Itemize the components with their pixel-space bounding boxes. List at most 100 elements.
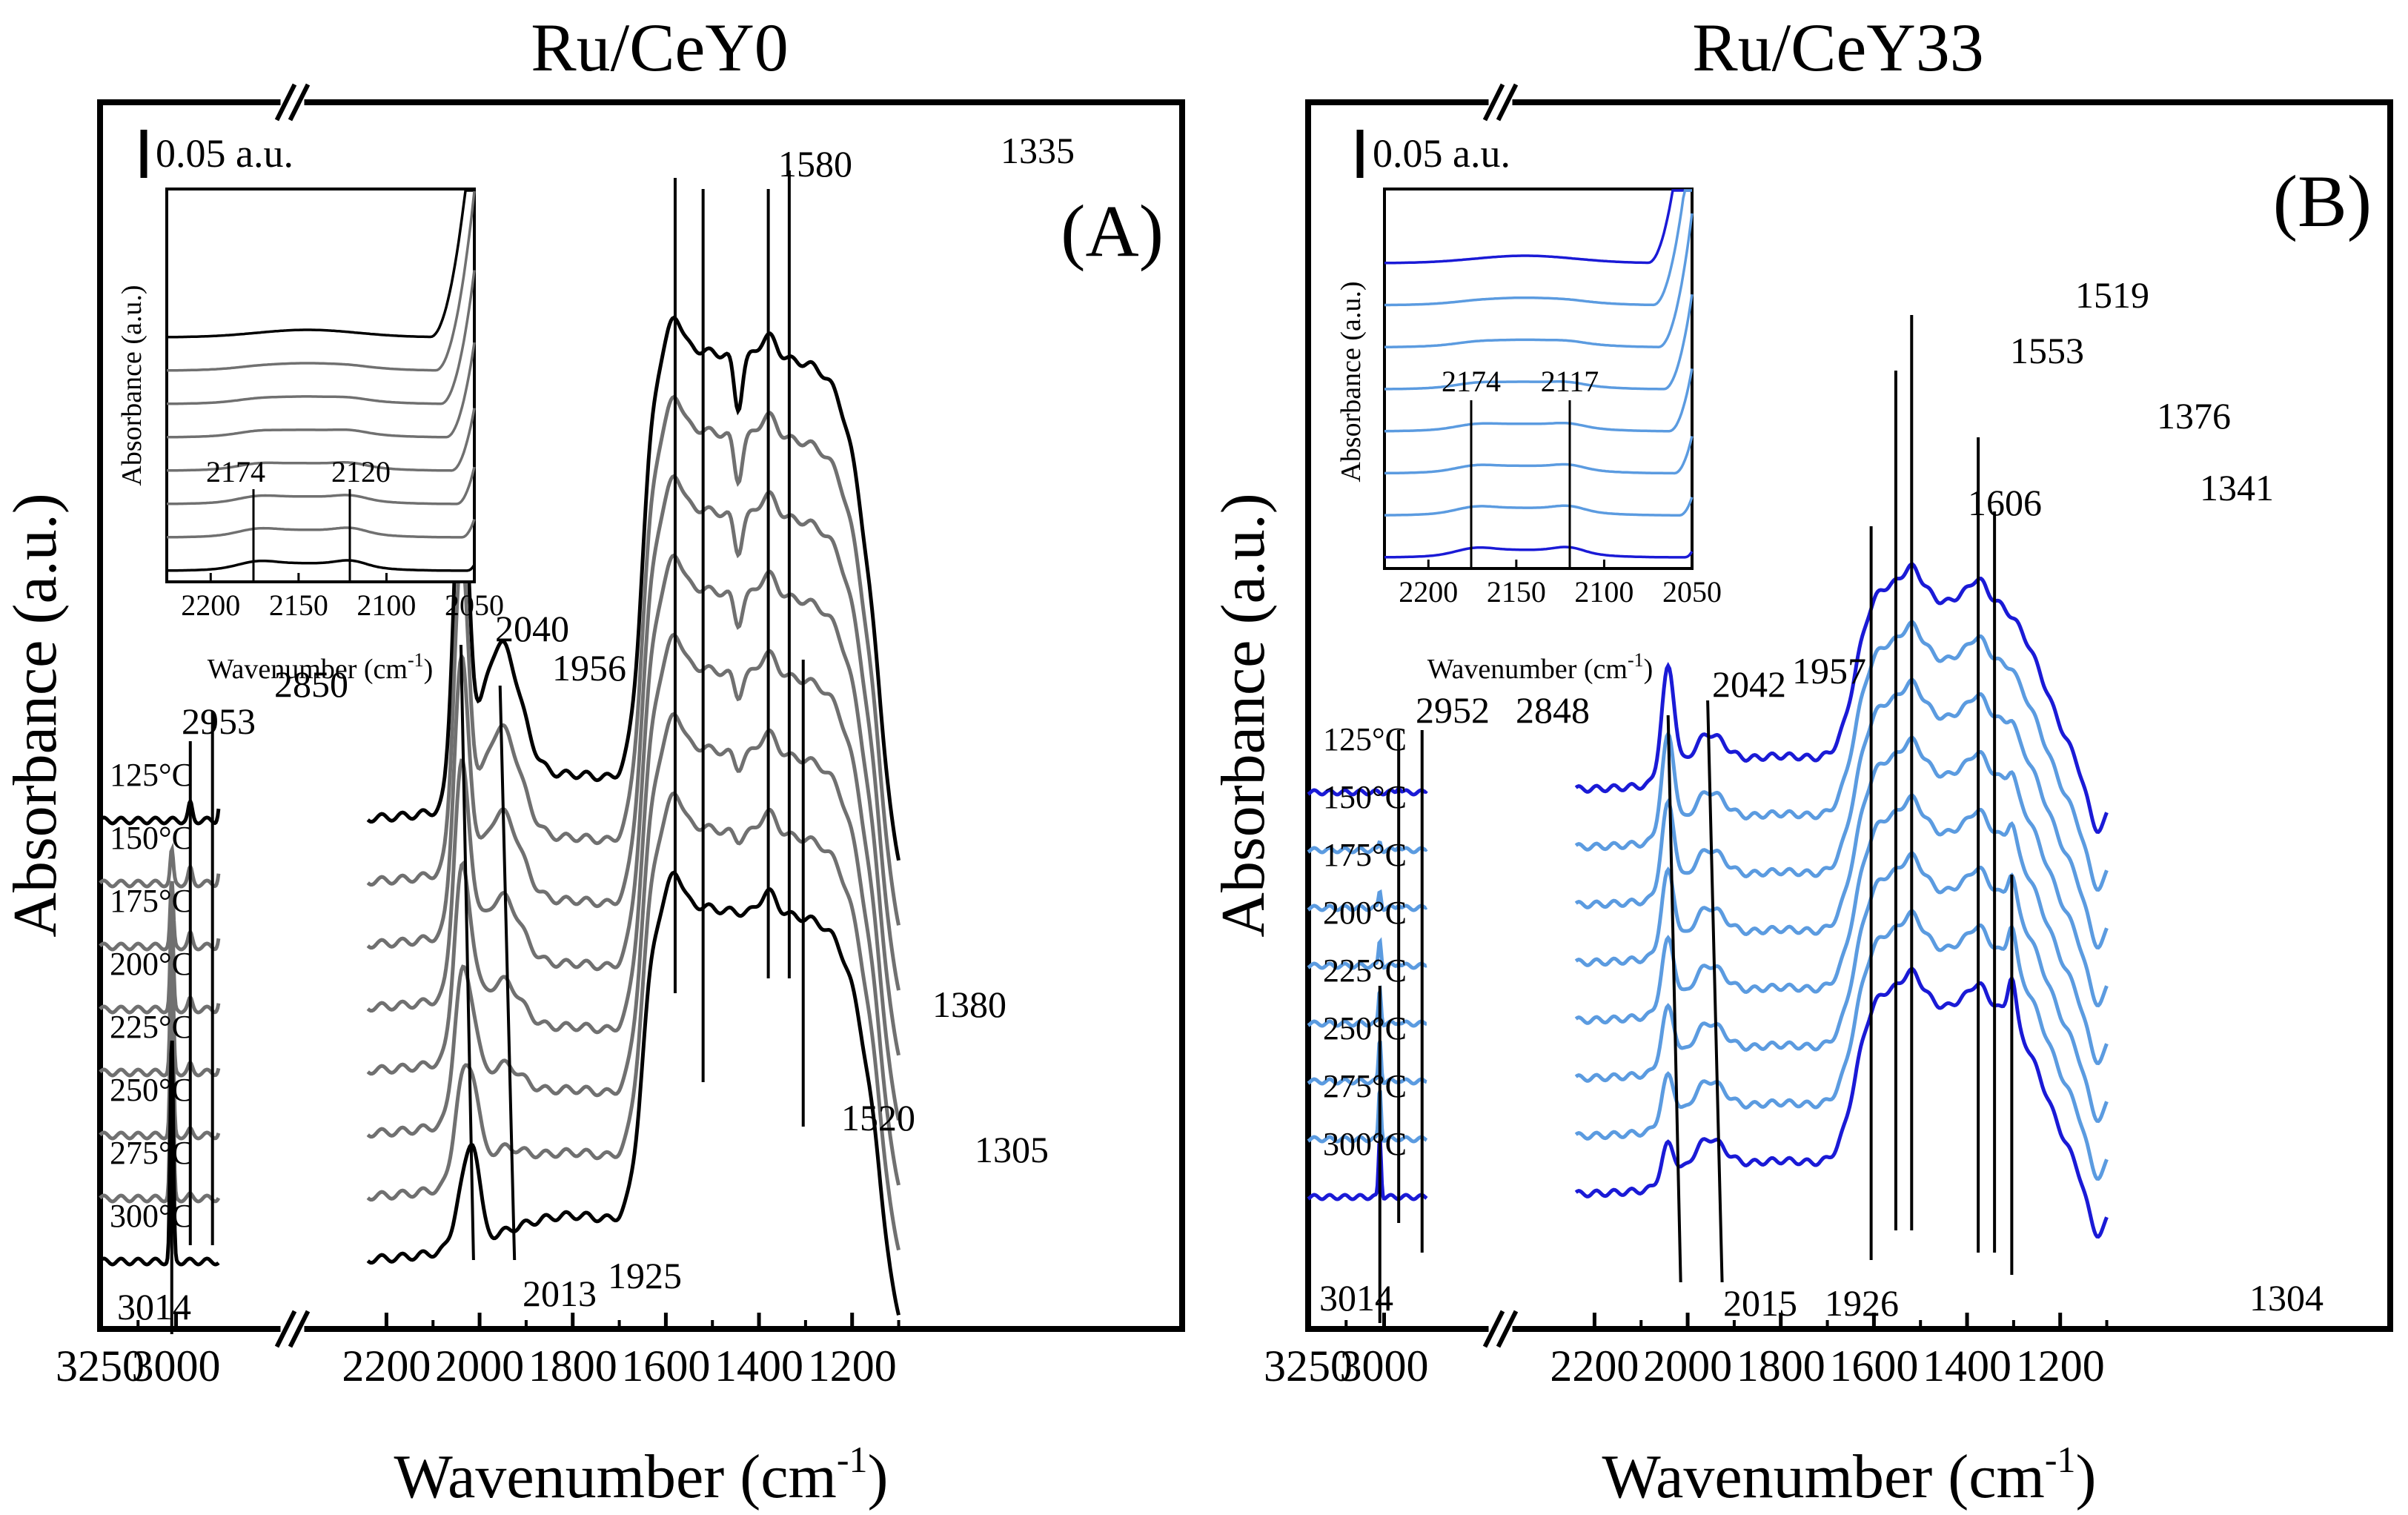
band-label-1926: 1926 — [1825, 1282, 1899, 1324]
spectrum-curve — [366, 553, 900, 1056]
x-tick-label: 3000 — [132, 1342, 221, 1390]
band-label-1304: 1304 — [2249, 1277, 2324, 1319]
spectrum-curve — [1307, 1040, 1427, 1086]
inset-tick-label: 2050 — [445, 589, 504, 622]
spectrum-curve — [1307, 1139, 1428, 1201]
spectrum-curve — [366, 791, 900, 1251]
inset-curve — [1384, 189, 1692, 307]
inset-b-peak-2174: 2174 — [1442, 365, 1501, 398]
panel-b-inset: Absorbance (a.u.) Wavenumber (cm-1) 2200… — [1336, 188, 1722, 685]
inset-a-frame — [165, 188, 476, 583]
panel-a-temps: 125°C 150°C 175°C 200°C 225°C 250°C 275°C 300°C — [110, 757, 193, 1234]
x-tick-label: 2000 — [435, 1342, 524, 1390]
spectrum-curve — [1307, 786, 1428, 797]
inset-curve — [167, 342, 476, 439]
temperature-label: 150°C — [110, 820, 193, 856]
x-tick-label: 1600 — [1829, 1342, 1918, 1390]
spectrum-curve — [366, 474, 900, 991]
inset-tick-label: 2100 — [1574, 575, 1633, 609]
band-label-1956: 1956 — [552, 647, 626, 689]
band-label-1380: 1380 — [932, 984, 1006, 1025]
spectrum-curve — [366, 870, 900, 1316]
temperature-label: 250°C — [1323, 1010, 1407, 1047]
spectrum-curve — [1574, 793, 2109, 1066]
temperature-label: 275°C — [1323, 1068, 1407, 1104]
spectrum-curve — [1307, 984, 1427, 1028]
inset-a-xlabel: Wavenumber (cm-1) — [208, 649, 434, 685]
band-label-1335: 1335 — [1001, 130, 1075, 171]
x-tick-label: 2200 — [342, 1342, 431, 1390]
inset-tick-label: 2050 — [1662, 575, 1722, 609]
axis-break-slash — [288, 1310, 311, 1348]
inset-tick-label: 2150 — [1487, 575, 1546, 609]
inset-a-peak-2120: 2120 — [331, 455, 391, 488]
spectrum-curve — [1307, 937, 1427, 970]
panel-b-scale-label: 0.05 a.u. — [1373, 131, 1510, 176]
axis-break-slash — [1482, 83, 1505, 122]
inset-curve — [167, 270, 476, 405]
inset-curve — [1384, 368, 1694, 433]
band-label-1925: 1925 — [608, 1255, 682, 1296]
spectrum-curve — [99, 881, 221, 952]
inset-b-ylabel: Absorbance (a.u.) — [1336, 281, 1367, 482]
band-line-1956 — [498, 685, 517, 1261]
band-label-2850: 2850 — [274, 663, 348, 705]
band-label-2040: 2040 — [495, 608, 569, 649]
temperature-label: 225°C — [110, 1009, 193, 1045]
temperature-label: 300°C — [110, 1198, 193, 1234]
inset-curve — [167, 559, 476, 572]
axis-break-slash — [288, 83, 311, 122]
temperature-label: 275°C — [110, 1135, 193, 1171]
band-line-2040 — [459, 644, 475, 1261]
spectrum-curve — [1307, 889, 1428, 912]
band-label-2042: 2042 — [1712, 663, 1786, 705]
temperature-label: 300°C — [1323, 1126, 1407, 1162]
band-label-2952: 2952 — [1416, 689, 1490, 731]
inset-b-frame — [1383, 188, 1694, 570]
band-label-1553: 1553 — [2010, 330, 2084, 371]
panel-a-inset: Absorbance (a.u.) Wavenumber (cm-1) 2200… — [116, 188, 504, 685]
panel-b-temps: 125°C 150°C 175°C 200°C 225°C 250°C 275°C 300°C — [1323, 721, 1407, 1162]
inset-b-ticks: 2200 2150 2100 2050 — [1399, 560, 1722, 609]
spectrum-curve — [99, 912, 221, 1015]
panel-a-axis-breaks — [274, 83, 311, 1348]
temperature-label: 200°C — [110, 946, 193, 982]
panel-b-ylabel: Absorbance (a.u.) — [1209, 493, 1278, 937]
inset-b-curves — [1384, 189, 1694, 559]
inset-curve — [167, 518, 476, 539]
temperature-label: 250°C — [110, 1072, 193, 1108]
inset-b-xlabel: Wavenumber (cm-1) — [1427, 649, 1654, 685]
panel-b-frame — [1305, 99, 2393, 1332]
axis-break-slash — [274, 83, 297, 122]
band-line-1957 — [1706, 700, 1724, 1283]
band-label-2953: 2953 — [182, 700, 256, 742]
panel-b-band-lines — [1378, 315, 2014, 1323]
inset-curve — [167, 466, 476, 505]
x-tick-label: 2000 — [1643, 1342, 1732, 1390]
spectrum-curve — [99, 1040, 220, 1267]
spectrum-curve — [1574, 735, 2109, 1008]
spectrum-curve — [99, 842, 221, 889]
x-tick-label: 1800 — [1737, 1342, 1825, 1390]
inset-curve — [167, 189, 474, 339]
x-tick-label: 1200 — [808, 1342, 897, 1390]
panel-a-xlabel: Wavenumber (cm-1) — [394, 1439, 889, 1511]
inset-a-curves — [167, 189, 476, 572]
x-tick-label: 1600 — [621, 1342, 710, 1390]
band-label-1376: 1376 — [2157, 395, 2231, 437]
inset-curve — [1384, 294, 1694, 391]
panel-a-letter: (A) — [1061, 190, 1164, 272]
band-label-1305: 1305 — [975, 1129, 1049, 1170]
x-tick-label: 1200 — [2016, 1342, 2105, 1390]
temperature-label: 200°C — [1323, 895, 1407, 931]
inset-a-peak-2174: 2174 — [206, 455, 265, 488]
temperature-label: 175°C — [1323, 837, 1407, 873]
spectrum-curve — [99, 944, 221, 1078]
panel-a-frame — [97, 99, 1185, 1332]
panel-b-curves — [1307, 562, 2109, 1239]
spectrum-curve — [1307, 1090, 1428, 1144]
band-label-1520: 1520 — [841, 1097, 915, 1138]
